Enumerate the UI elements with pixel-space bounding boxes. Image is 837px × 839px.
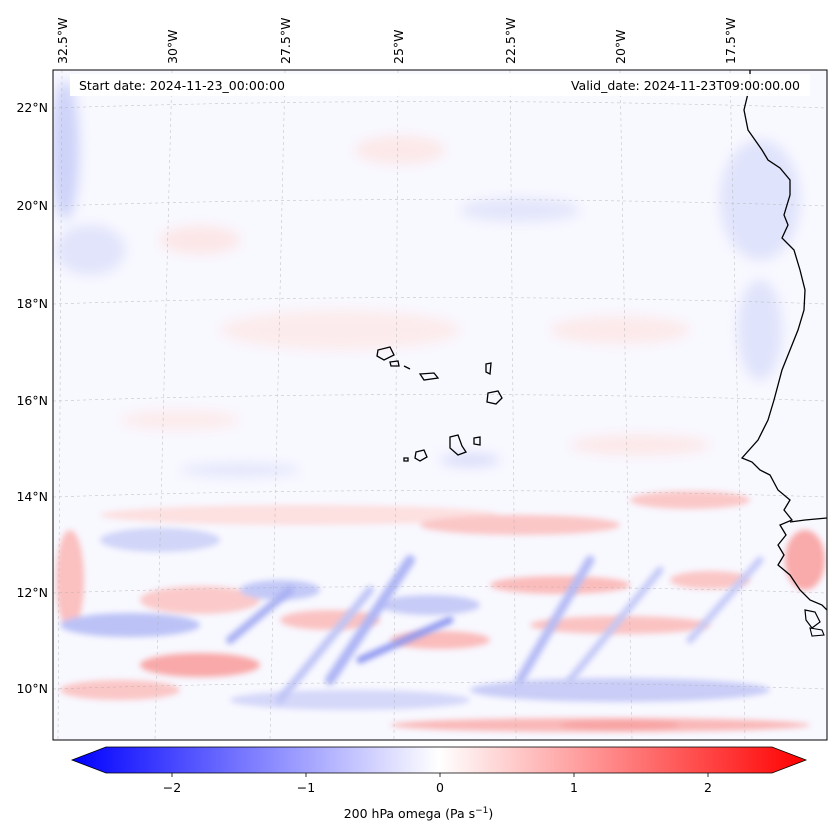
lat-label: 10°N (16, 681, 48, 696)
latitude-labels: 22°N 20°N 18°N 16°N 14°N 12°N 10°N (16, 100, 48, 696)
start-date-text: Start date: 2024-11-23_00:00:00 (79, 78, 285, 93)
lon-label: 20°W (613, 29, 628, 64)
colorbar-tick-label: −2 (163, 780, 181, 795)
lon-label: 27.5°W (278, 18, 293, 64)
lat-label: 14°N (16, 489, 48, 504)
colorbar-tick-label: 2 (704, 780, 712, 795)
lon-label: 30°W (165, 29, 180, 64)
lon-label: 32.5°W (55, 18, 70, 64)
colorbar-body (70, 746, 808, 774)
lat-label: 20°N (16, 198, 48, 213)
colorbar-ticks (171, 773, 709, 777)
coastline-africa (740, 70, 827, 611)
cape-verde-islands (376, 346, 503, 462)
lon-label: 17.5°W (723, 18, 738, 64)
lat-label: 22°N (16, 100, 48, 115)
colorbar-label: 200 hPa omega (Pa s−1) (343, 806, 494, 822)
lon-label: 25°W (391, 29, 406, 64)
colorbar: −2 −1 0 1 2 (70, 746, 808, 795)
map-frame (52, 69, 828, 741)
info-box (70, 74, 810, 96)
lon-label: 22.5°W (503, 18, 518, 64)
colorbar-tick-label: −1 (297, 780, 315, 795)
omega-field (53, 70, 827, 740)
longitude-labels: 32.5°W 30°W 27.5°W 25°W 22.5°W 20°W 17.5… (55, 18, 738, 64)
colorbar-tick-label: 1 (570, 780, 578, 795)
colorbar-tick-label: 0 (436, 780, 444, 795)
lat-label: 18°N (16, 296, 48, 311)
graticule (53, 70, 827, 740)
lat-label: 12°N (16, 585, 48, 600)
lat-label: 16°N (16, 393, 48, 408)
valid-date-text: Valid_date: 2024-11-23T09:00:00.00 (571, 78, 800, 93)
